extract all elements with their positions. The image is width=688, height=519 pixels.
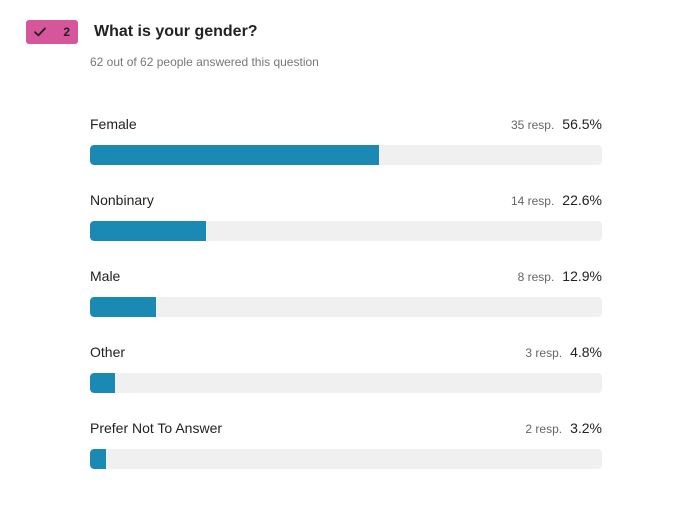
bar-track (90, 221, 602, 241)
question-title: What is your gender? (94, 23, 258, 40)
question-subtitle: 62 out of 62 people answered this questi… (90, 55, 319, 69)
option-label: Prefer Not To Answer (90, 420, 223, 436)
bar-track (90, 449, 602, 469)
response-row: Female 35 resp. 56.5% (90, 116, 602, 172)
option-label: Male (90, 268, 121, 284)
option-stats: 14 resp. 22.6% (511, 192, 602, 208)
response-row: Male 8 resp. 12.9% (90, 268, 602, 324)
option-stats: 3 resp. 4.8% (525, 344, 602, 360)
option-label: Other (90, 344, 126, 360)
response-percentage: 12.9% (562, 268, 602, 284)
bar-fill (90, 373, 115, 393)
bar-fill (90, 297, 156, 317)
response-percentage: 3.2% (570, 420, 602, 436)
response-row: Other 3 resp. 4.8% (90, 344, 602, 400)
option-stats: 8 resp. 12.9% (518, 268, 602, 284)
bar-track (90, 297, 602, 317)
response-row: Nonbinary 14 resp. 22.6% (90, 192, 602, 248)
response-count: 2 resp. (525, 422, 563, 436)
option-stats: 35 resp. 56.5% (511, 116, 602, 132)
bar-fill (90, 145, 379, 165)
question-number-badge: 2 (26, 20, 78, 44)
response-count: 14 resp. (510, 194, 555, 208)
bar-fill (90, 449, 106, 469)
bar-track (90, 373, 602, 393)
response-bar-chart: Female 35 resp. 56.5% Nonbinary 14 resp. 22.6… (90, 0, 602, 519)
option-label: Female (90, 116, 137, 132)
response-row: Prefer Not To Answer 2 resp. 3.2% (90, 420, 602, 476)
bar-fill (90, 221, 206, 241)
response-count: 8 resp. (517, 270, 555, 284)
response-count: 3 resp. (525, 346, 563, 360)
response-percentage: 56.5% (562, 116, 602, 132)
option-stats: 2 resp. 3.2% (525, 420, 602, 436)
response-percentage: 4.8% (570, 344, 602, 360)
question-number: 2 (63, 25, 70, 39)
bar-track (90, 145, 602, 165)
response-count: 35 resp. (510, 118, 555, 132)
check-icon (34, 27, 46, 37)
response-percentage: 22.6% (562, 192, 602, 208)
option-label: Nonbinary (90, 192, 154, 208)
